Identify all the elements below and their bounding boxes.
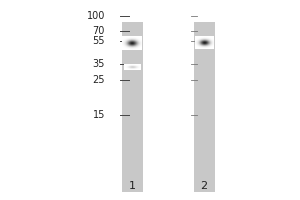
Text: 35: 35 [93,59,105,69]
Bar [122,22,142,192]
Text: 2: 2 [200,181,208,191]
Text: 100: 100 [87,11,105,21]
Text: 55: 55 [92,36,105,46]
Text: 15: 15 [93,110,105,120]
Text: 70: 70 [93,26,105,36]
Text: 25: 25 [92,75,105,85]
Text: 1: 1 [128,181,136,191]
Bar [194,22,214,192]
